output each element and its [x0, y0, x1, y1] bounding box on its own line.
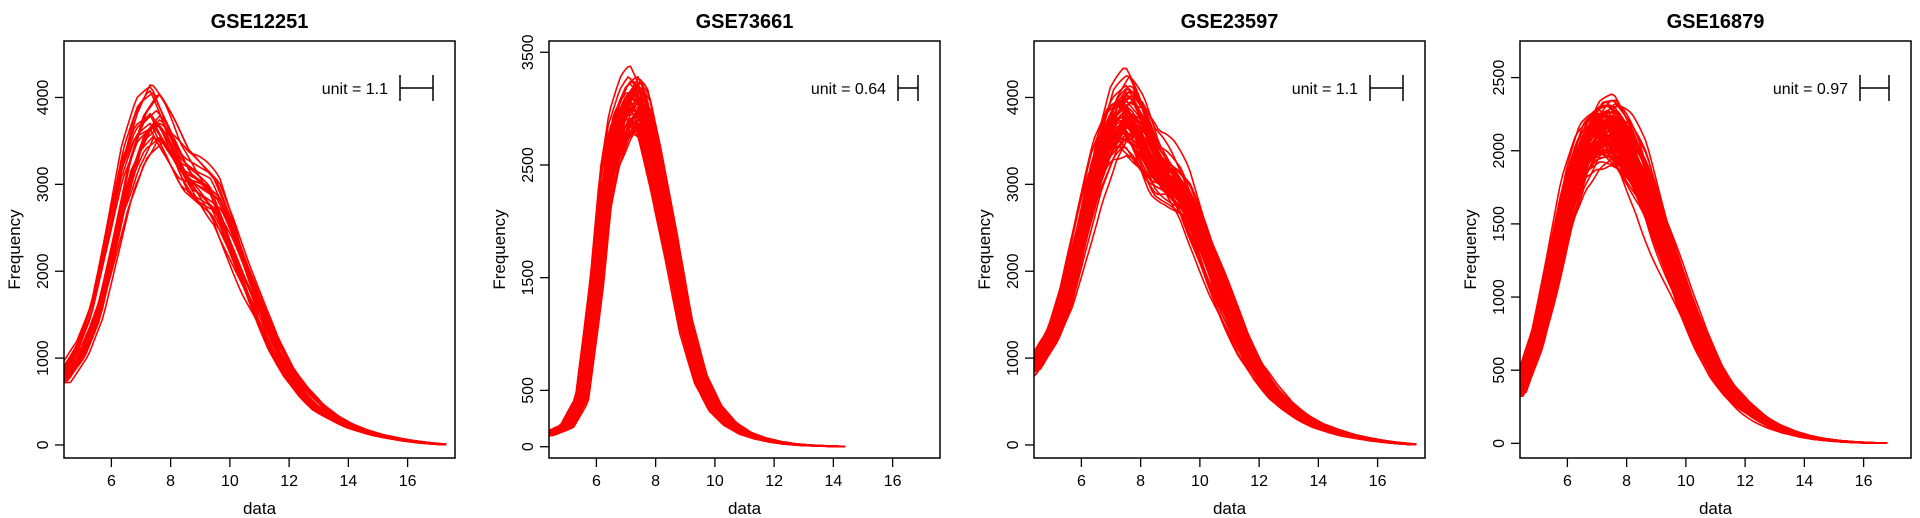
density-curve: [1520, 119, 1888, 444]
y-tick-label: 3500: [520, 34, 537, 70]
chart-panel-gse16879: GSE16879 data Frequency unit = 0.97 6 8 10…: [1461, 11, 1912, 518]
density-curve: [1034, 84, 1417, 446]
density-curve: [1034, 74, 1417, 446]
plot-frame: [1519, 40, 1912, 459]
x-tick-label: 6: [1563, 473, 1572, 490]
density-curve: [1034, 108, 1417, 446]
y-tick-label: 2500: [520, 147, 537, 183]
chart-title: GSE16879: [1667, 11, 1765, 33]
y-tick-label: 2000: [1491, 133, 1508, 169]
unit-label: unit = 1.1: [322, 81, 388, 98]
x-tick-label: 6: [592, 473, 601, 490]
x-axis-label: data: [1213, 499, 1247, 518]
x-tick-label: 14: [1795, 473, 1813, 490]
x-tick-label: 6: [107, 473, 116, 490]
x-tick-label: 10: [221, 473, 239, 490]
y-tick-label: 3000: [35, 166, 52, 202]
x-tick-label: 8: [1136, 473, 1145, 490]
density-curves: [1520, 93, 1888, 444]
y-axis-label: Frequency: [1461, 209, 1480, 290]
density-curve: [64, 89, 447, 446]
x-tick-label: 12: [765, 473, 783, 490]
y-tick-label: 1000: [1491, 279, 1508, 315]
x-tick-label: 8: [166, 473, 175, 490]
y-tick-label: 0: [1491, 439, 1508, 448]
density-curve: [1034, 67, 1417, 446]
density-curves: [1034, 67, 1417, 446]
x-tick-label: 12: [1736, 473, 1754, 490]
chart-panel-gse73661: GSE73661 data Frequency unit = 0.64 6 8 10…: [490, 11, 941, 518]
x-tick-label: 10: [1677, 473, 1695, 490]
x-tick-label: 14: [824, 473, 842, 490]
y-tick-label: 1000: [35, 340, 52, 376]
density-curve: [64, 122, 447, 445]
x-tick-label: 12: [1250, 473, 1268, 490]
y-tick-label: 500: [1491, 357, 1508, 384]
density-curves: [549, 65, 846, 448]
y-tick-label: 1500: [1491, 206, 1508, 242]
unit-label: unit = 0.97: [1773, 81, 1848, 98]
chart-title: GSE73661: [696, 11, 794, 33]
plot-frame: [1033, 40, 1426, 459]
chart-title: GSE12251: [211, 11, 309, 33]
y-tick-label: 1500: [520, 260, 537, 296]
unit-scale-bar: [897, 75, 919, 101]
density-curve: [64, 84, 447, 446]
x-axis-label: data: [728, 499, 762, 518]
y-tick-label: 0: [35, 440, 52, 449]
x-tick-label: 16: [1369, 473, 1387, 490]
y-tick-label: 4000: [35, 80, 52, 116]
x-tick-label: 16: [884, 473, 902, 490]
y-tick-label: 2500: [1491, 60, 1508, 96]
density-curve: [1034, 75, 1417, 446]
x-tick-label: 10: [1191, 473, 1209, 490]
unit-scale-bar: [1369, 75, 1404, 101]
density-curve: [1034, 90, 1417, 445]
y-tick-label: 3000: [1005, 166, 1022, 202]
y-tick-label: 500: [520, 377, 537, 404]
unit-label: unit = 0.64: [811, 81, 886, 98]
x-axis-label: data: [1699, 499, 1733, 518]
density-curve: [549, 77, 846, 448]
plot-frame: [548, 40, 941, 459]
density-curve: [1034, 85, 1417, 445]
density-curves: [64, 84, 447, 446]
chart-title: GSE23597: [1181, 11, 1279, 33]
y-tick-label: 0: [520, 442, 537, 451]
unit-scale-bar: [399, 75, 434, 101]
density-curve: [549, 119, 846, 448]
x-tick-label: 14: [1309, 473, 1327, 490]
y-tick-label: 0: [1005, 440, 1022, 449]
x-tick-label: 12: [280, 473, 298, 490]
x-tick-label: 16: [1855, 473, 1873, 490]
y-axis-label: Frequency: [490, 209, 509, 290]
y-tick-label: 2000: [1005, 253, 1022, 289]
density-curve: [64, 113, 447, 446]
density-curve: [549, 126, 846, 448]
x-tick-label: 8: [1622, 473, 1631, 490]
y-axis-label: Frequency: [975, 209, 994, 290]
x-tick-label: 16: [399, 473, 417, 490]
x-tick-label: 6: [1077, 473, 1086, 490]
chart-panel-gse12251: GSE12251 data Frequency unit = 1.1 6 8 10 1…: [5, 11, 456, 518]
x-tick-label: 14: [339, 473, 357, 490]
x-axis-label: data: [243, 499, 277, 518]
density-curve: [1034, 88, 1417, 446]
unit-scale-bar: [1859, 75, 1890, 101]
x-tick-label: 10: [706, 473, 724, 490]
x-tick-label: 8: [651, 473, 660, 490]
density-curve: [64, 85, 447, 446]
density-curve: [1034, 91, 1417, 446]
y-axis-label: Frequency: [5, 209, 24, 290]
y-tick-label: 1000: [1005, 340, 1022, 376]
plot-frame: [63, 40, 456, 459]
unit-label: unit = 1.1: [1292, 81, 1358, 98]
y-tick-label: 2000: [35, 253, 52, 289]
density-curve: [1034, 95, 1417, 446]
density-curve: [549, 108, 846, 448]
y-tick-label: 4000: [1005, 80, 1022, 116]
chart-panel-gse23597: GSE23597 data Frequency unit = 1.1 6 8 10 1…: [975, 11, 1426, 518]
